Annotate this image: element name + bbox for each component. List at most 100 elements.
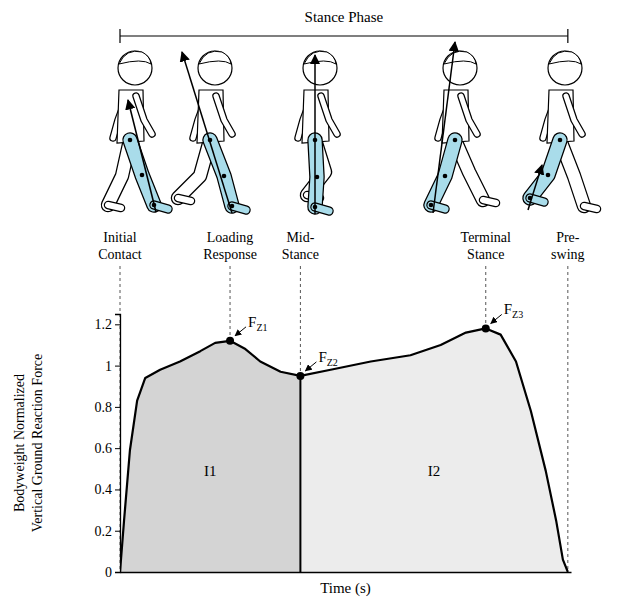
y-axis-title-line: Vertical Ground Reaction Force	[30, 354, 45, 532]
y-tick: 0.4	[95, 482, 121, 497]
limb-fill	[210, 140, 232, 206]
head	[118, 51, 152, 85]
phase-label: Loading Response	[203, 230, 257, 262]
phase-label-line: Pre-	[556, 230, 580, 245]
phase-line	[567, 266, 568, 572]
peak-label-main: F	[318, 349, 326, 365]
limb-fill	[130, 140, 154, 205]
vgrf-line	[120, 328, 568, 572]
limb-outline	[584, 206, 597, 209]
limb-outline	[461, 96, 477, 134]
peak-label-main: F	[504, 301, 512, 317]
head	[198, 51, 232, 85]
chart: Stance PhaseInitialContactLoadingRespons…	[0, 0, 618, 604]
y-tick-label: 0.6	[95, 441, 113, 456]
y-axis-line	[115, 315, 121, 573]
joint-dot	[140, 173, 145, 178]
title: Stance Phase	[305, 9, 384, 25]
child-figure	[298, 51, 337, 214]
bracket-end	[567, 29, 568, 43]
hair	[304, 51, 336, 64]
hair	[119, 51, 151, 64]
x-axis	[121, 572, 572, 573]
x-axis-title: Time (s)	[320, 580, 371, 597]
peak-point	[226, 337, 234, 345]
hair	[199, 51, 231, 64]
head	[548, 51, 582, 85]
hair	[549, 51, 581, 64]
limb-fill	[178, 198, 191, 201]
phase-label-line: Stance	[467, 247, 504, 262]
figures	[108, 42, 597, 214]
head	[303, 51, 337, 85]
y-tick-label: 1	[105, 359, 112, 374]
y-tick-mark	[115, 531, 120, 532]
phase-label-line: Terminal	[461, 230, 511, 245]
phase-line	[300, 266, 301, 376]
y-tick-mark	[115, 489, 120, 490]
child-figure	[178, 51, 246, 213]
phase-label: Terminal Stance	[461, 230, 511, 262]
region-label: I2	[428, 463, 441, 479]
y-tick: 0.8	[95, 400, 121, 415]
phase-label-line: Response	[203, 247, 257, 262]
force-arrow	[128, 100, 156, 212]
bracket-line	[120, 35, 568, 36]
joint-dot	[128, 138, 133, 143]
y-tick-mark	[115, 324, 120, 325]
limb-outline	[483, 200, 496, 203]
y-tick-mark	[115, 572, 120, 573]
limb-outline	[321, 96, 337, 134]
limb-outline	[566, 96, 582, 134]
y-tick-label: 0.2	[95, 524, 113, 539]
force-arrow	[528, 165, 542, 210]
peak-label-sub: Z2	[327, 357, 338, 368]
y-tick: 0.2	[95, 524, 121, 539]
force-arrow	[433, 42, 455, 213]
region-area	[300, 328, 567, 572]
joint-dot	[558, 138, 563, 143]
phase-label: Mid- Stance	[282, 230, 319, 262]
y-tick-mark	[115, 448, 120, 449]
limb-outline	[130, 140, 154, 205]
child-figure	[108, 51, 168, 212]
peak-arrow	[305, 362, 316, 371]
head	[443, 51, 477, 85]
y-tick-label: 0.8	[95, 400, 113, 415]
phase-label-line: Mid-	[286, 230, 314, 245]
phase-label-line: Loading	[207, 230, 254, 245]
peak-label-main: F	[248, 314, 256, 330]
phase-label-line: Contact	[98, 247, 142, 262]
joint-dot	[546, 173, 551, 178]
limb-fill	[216, 96, 232, 134]
phase-label-line: Stance	[282, 247, 319, 262]
region-label: I1	[204, 463, 217, 479]
y-tick-label: 1.2	[95, 317, 113, 332]
peak-arrow	[491, 314, 502, 323]
peak-label: FZ1	[248, 314, 267, 333]
limb-outline	[216, 96, 232, 134]
limb-fill	[136, 96, 152, 134]
limb-outline	[108, 205, 121, 208]
joint-dot	[429, 203, 434, 208]
y-axis-title-line: Bodyweight Normalized	[12, 374, 27, 512]
plot-area	[120, 324, 568, 572]
joint-dot	[453, 138, 458, 143]
y-tick-mark	[115, 366, 120, 367]
joint-dot	[443, 174, 448, 179]
limb-fill	[584, 206, 597, 209]
limb-fill	[483, 200, 496, 203]
phase-line	[485, 266, 486, 328]
bracket-end	[119, 29, 120, 43]
peak-arrow	[235, 327, 246, 336]
phase-line	[230, 266, 231, 341]
limb-outline	[210, 140, 232, 206]
limb-fill	[566, 96, 582, 134]
peak-point	[296, 372, 304, 380]
region-boundary	[299, 376, 301, 572]
peak-label: FZ2	[318, 349, 337, 368]
y-tick: 0.6	[95, 441, 121, 456]
peak-point	[482, 324, 490, 332]
force-arrow	[182, 52, 232, 213]
phase-label-line: swing	[551, 247, 584, 262]
